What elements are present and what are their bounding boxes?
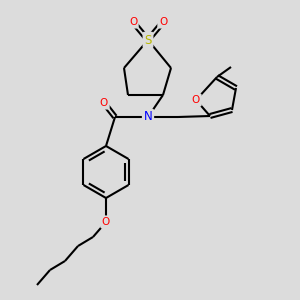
- Text: O: O: [100, 98, 108, 108]
- Text: S: S: [144, 34, 152, 46]
- Text: O: O: [192, 95, 200, 105]
- Text: O: O: [159, 17, 167, 27]
- Text: N: N: [144, 110, 152, 124]
- Text: O: O: [102, 217, 110, 227]
- Text: O: O: [129, 17, 137, 27]
